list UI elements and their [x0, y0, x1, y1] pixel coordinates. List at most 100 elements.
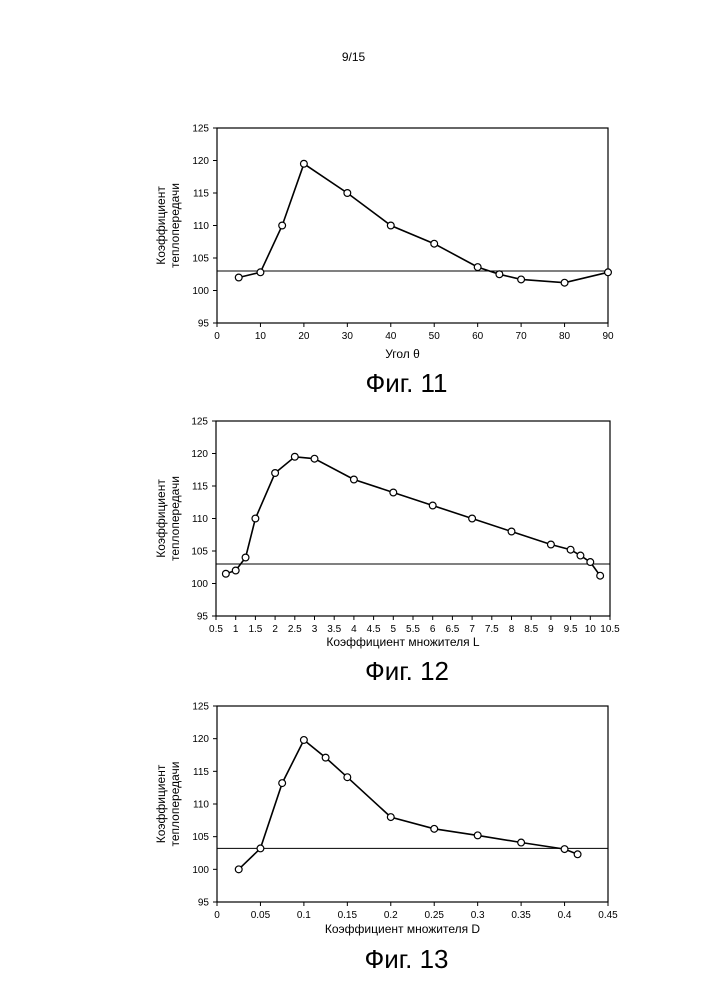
y-axis-label-line: теплопередачи [168, 762, 182, 847]
data-point [429, 502, 436, 509]
chart-fig-13: 9510010511011512012500.050.10.150.20.250… [154, 702, 618, 975]
data-point [300, 160, 307, 167]
x-tick-label: 0.2 [384, 910, 398, 921]
x-tick-label: 0.25 [424, 910, 444, 921]
x-tick-label: 1 [233, 624, 239, 635]
data-point [257, 269, 264, 276]
data-point [431, 240, 438, 247]
y-tick-label: 105 [191, 547, 208, 558]
x-tick-label: 5.5 [406, 624, 420, 635]
data-point [605, 269, 612, 276]
x-axis-label: Коэффициент множителя D [325, 922, 481, 936]
y-tick-label: 120 [192, 156, 209, 167]
y-tick-label: 105 [192, 254, 209, 265]
x-tick-label: 0.35 [511, 910, 531, 921]
y-axis-label-line: теплопередачи [168, 183, 182, 268]
y-tick-label: 110 [193, 221, 209, 232]
x-tick-label: 2.5 [288, 624, 302, 635]
x-tick-label: 7 [469, 624, 475, 635]
data-point [344, 190, 351, 197]
x-tick-label: 10.5 [600, 624, 620, 635]
data-point [257, 845, 264, 852]
x-tick-label: 0.1 [297, 910, 311, 921]
y-tick-label: 125 [192, 702, 209, 713]
data-point [322, 754, 329, 761]
x-tick-label: 6.5 [445, 624, 459, 635]
x-tick-label: 0.3 [471, 910, 485, 921]
data-point [232, 567, 239, 574]
data-point [577, 552, 584, 559]
data-point [272, 470, 279, 477]
data-point [279, 780, 286, 787]
x-tick-label: 10 [255, 331, 267, 342]
y-tick-label: 100 [192, 865, 209, 876]
chart-fig-12: 951001051101151201250.511.522.533.544.55… [154, 417, 620, 687]
data-point [311, 455, 318, 462]
data-point [518, 276, 525, 283]
x-tick-label: 8 [509, 624, 515, 635]
x-tick-label: 1.5 [248, 624, 262, 635]
x-tick-label: 4 [351, 624, 357, 635]
data-point [597, 572, 604, 579]
x-tick-label: 4.5 [367, 624, 381, 635]
y-tick-label: 110 [193, 800, 209, 811]
data-point [279, 222, 286, 229]
x-tick-label: 8.5 [524, 624, 538, 635]
figures-canvas: 951001051101151201250102030405060708090У… [0, 0, 707, 1000]
y-axis-label: Коэффициенттеплопередачи [154, 476, 182, 561]
y-tick-label: 115 [192, 482, 208, 493]
figure-caption: Фиг. 11 [365, 368, 447, 398]
x-tick-label: 5 [391, 624, 397, 635]
data-point [469, 515, 476, 522]
x-tick-label: 0.15 [338, 910, 358, 921]
x-tick-label: 90 [602, 331, 614, 342]
y-tick-label: 115 [193, 767, 209, 778]
x-tick-label: 6 [430, 624, 436, 635]
x-tick-label: 0 [214, 331, 220, 342]
x-axis-label: Коэффициент множителя L [326, 635, 480, 649]
y-tick-label: 95 [198, 898, 210, 909]
y-tick-label: 105 [192, 832, 209, 843]
plot-frame [216, 421, 610, 616]
data-point [561, 279, 568, 286]
x-tick-label: 2 [272, 624, 278, 635]
x-tick-label: 10 [585, 624, 597, 635]
x-tick-label: 9 [548, 624, 554, 635]
y-axis-label-line: Коэффициент [154, 479, 168, 558]
data-point [300, 737, 307, 744]
y-axis-label: Коэффициенттеплопередачи [154, 183, 182, 268]
data-point [431, 825, 438, 832]
data-point [561, 846, 568, 853]
y-axis-label-line: Коэффициент [154, 764, 168, 843]
data-point [496, 271, 503, 278]
data-point [508, 528, 515, 535]
data-point [474, 264, 481, 271]
x-axis-label: Угол θ [385, 347, 420, 361]
figure-caption: Фиг. 12 [365, 656, 449, 686]
y-tick-label: 125 [192, 124, 209, 135]
x-tick-label: 7.5 [485, 624, 499, 635]
data-point [567, 546, 574, 553]
data-point [242, 554, 249, 561]
plot-frame [217, 128, 608, 323]
data-point [351, 476, 358, 483]
y-tick-label: 115 [193, 189, 209, 200]
x-tick-label: 20 [298, 331, 310, 342]
x-tick-label: 3.5 [327, 624, 341, 635]
data-point [291, 453, 298, 460]
y-tick-label: 120 [191, 449, 208, 460]
x-tick-label: 9.5 [564, 624, 578, 635]
x-tick-label: 30 [342, 331, 354, 342]
series-line [226, 457, 600, 576]
data-point [235, 866, 242, 873]
y-tick-label: 95 [197, 612, 209, 623]
y-axis-label-line: теплопередачи [168, 476, 182, 561]
data-point [387, 814, 394, 821]
data-point [574, 851, 581, 858]
x-tick-label: 0.5 [209, 624, 223, 635]
figure-caption: Фиг. 13 [365, 944, 449, 974]
data-point [548, 541, 555, 548]
y-tick-label: 120 [192, 734, 209, 745]
x-tick-label: 50 [429, 331, 441, 342]
y-tick-label: 125 [191, 417, 208, 428]
